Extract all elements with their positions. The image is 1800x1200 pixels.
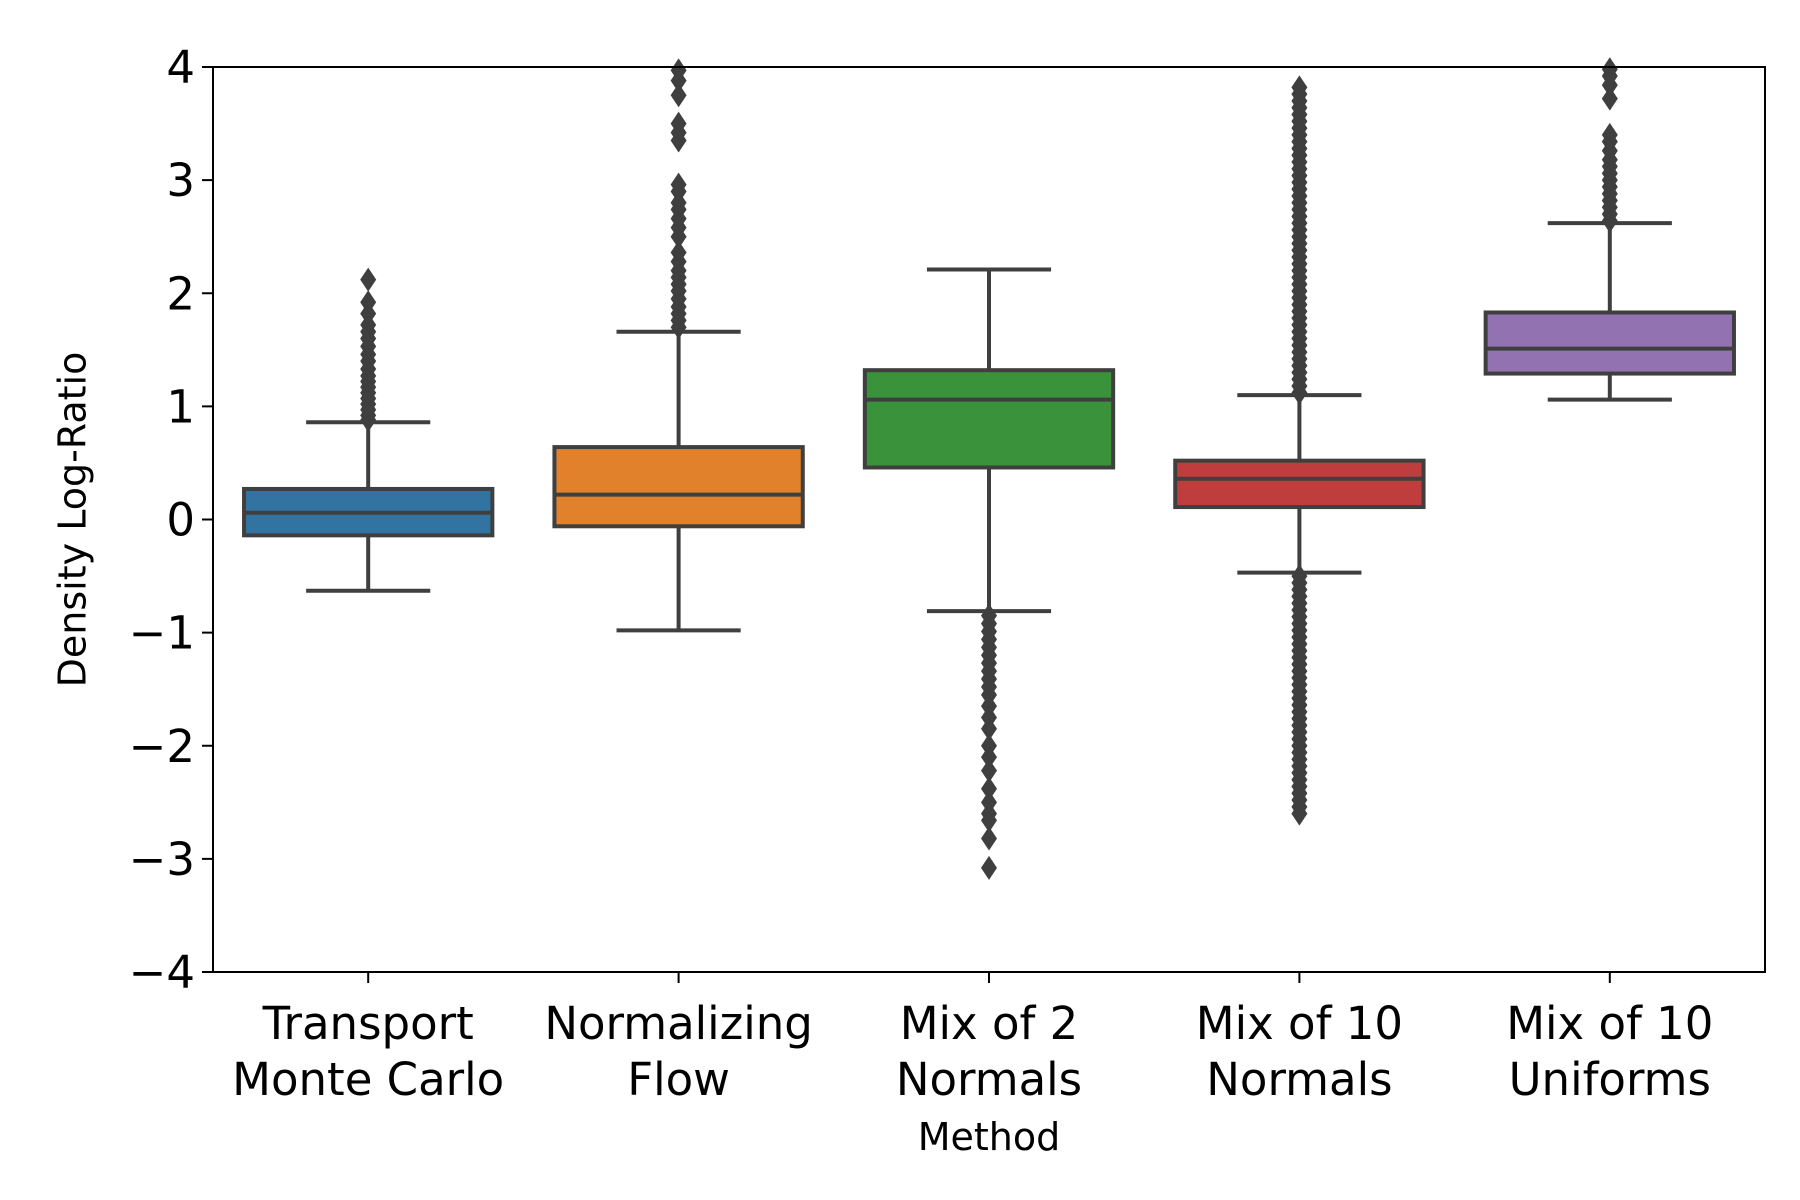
outlier-point: [1601, 57, 1618, 82]
box-group: [1173, 75, 1426, 826]
outlier-point: [981, 808, 997, 833]
y-axis-label: Density Log-Ratio: [50, 352, 94, 688]
y-axis: 4 3 2 1 0 −1 −2 −3 −4: [129, 41, 213, 999]
box-group: [552, 58, 805, 633]
outlier-point: [670, 58, 687, 83]
box-group: [242, 267, 495, 593]
x-tick-label: Mix of 2: [900, 997, 1079, 1050]
y-tick-label: −1: [129, 607, 195, 660]
outlier-point: [981, 745, 997, 770]
x-tick-label: Flow: [627, 1053, 730, 1106]
x-tick-label: Transport: [262, 997, 474, 1050]
y-tick-label: −3: [129, 833, 195, 886]
x-tick-label: Normals: [896, 1053, 1082, 1106]
box-group: [862, 267, 1116, 880]
outlier-point: [981, 826, 997, 851]
outlier-point: [981, 716, 997, 741]
x-tick-label: Mix of 10: [1196, 997, 1403, 1050]
outlier-point: [360, 267, 377, 292]
outlier-point: [670, 111, 687, 136]
x-axis-label: Method: [918, 1115, 1061, 1159]
outlier-point: [981, 758, 997, 783]
outlier-point: [981, 855, 997, 880]
y-tick-label: 4: [166, 41, 195, 94]
y-tick-label: 2: [166, 267, 195, 320]
x-tick-label: Uniforms: [1509, 1053, 1711, 1106]
plot-area: [242, 57, 1736, 880]
outlier-point: [1601, 122, 1618, 147]
y-tick-label: 1: [166, 380, 195, 433]
y-tick-label: 3: [166, 154, 195, 207]
outlier-point: [981, 776, 997, 801]
x-tick-label: Normals: [1206, 1053, 1392, 1106]
outlier-point: [670, 83, 687, 108]
outlier-point: [670, 172, 687, 197]
iqr-box: [552, 445, 805, 529]
x-tick-label: Monte Carlo: [232, 1053, 504, 1106]
box-group: [1483, 57, 1736, 402]
outlier-point: [1291, 75, 1308, 100]
outlier-point: [670, 240, 687, 265]
outlier-point: [360, 290, 377, 315]
y-tick-label: 0: [166, 494, 195, 547]
y-tick-label: −4: [129, 946, 195, 999]
iqr-box: [1173, 458, 1426, 510]
outlier-point: [1601, 86, 1618, 111]
x-tick-label: Mix of 10: [1506, 997, 1713, 1050]
iqr-box: [1483, 310, 1736, 376]
iqr-box: [862, 368, 1116, 470]
outlier-point: [1291, 801, 1308, 826]
y-tick-label: −2: [129, 720, 195, 773]
x-tick-label: Normalizing: [544, 997, 813, 1050]
